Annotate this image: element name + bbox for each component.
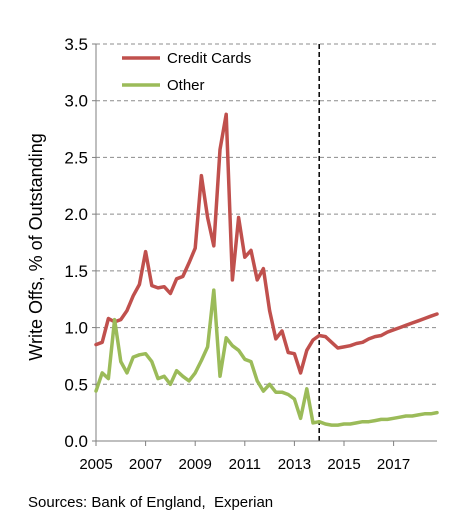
y-tick-label: 1.0 (64, 319, 88, 338)
legend-label: Other (167, 77, 205, 94)
y-tick-label: 0.5 (64, 375, 88, 394)
y-tick-label: 1.5 (64, 262, 88, 281)
x-tick-label: 2015 (327, 456, 360, 473)
x-tick-label: 2007 (129, 456, 162, 473)
x-tick-label: 2005 (79, 456, 112, 473)
y-tick-label: 2.0 (64, 205, 88, 224)
y-tick-label: 3.5 (64, 35, 88, 54)
x-tick-label: 2013 (278, 456, 311, 473)
series-lines (94, 112, 439, 427)
series-line-credit-cards (94, 112, 439, 375)
x-tick-labels: 2005 2007 2009 2011 2013 2015 2017 (79, 456, 410, 473)
gridlines (96, 43, 437, 385)
chart: 0.0 0.5 1.0 1.5 2.0 2.5 3.0 3.5 2005 2007 2009 201… (26, 35, 439, 473)
y-tick-label: 0.0 (64, 432, 88, 451)
y-tick-label: 2.5 (64, 148, 88, 167)
y-tick-label: 3.0 (64, 92, 88, 111)
legend: Credit Cards Other (122, 50, 251, 94)
legend-label: Credit Cards (167, 50, 251, 67)
x-tick-label: 2009 (179, 456, 212, 473)
series-line-other (94, 288, 439, 427)
x-tick-label: 2017 (377, 456, 410, 473)
y-tick-labels: 0.0 0.5 1.0 1.5 2.0 2.5 3.0 3.5 (64, 35, 88, 451)
source-note: Sources: Bank of England, Experian (28, 494, 274, 511)
y-axis-label: Write Offs, % of Outstanding (26, 133, 46, 360)
x-tick-label: 2011 (229, 456, 261, 473)
axes (92, 43, 437, 446)
